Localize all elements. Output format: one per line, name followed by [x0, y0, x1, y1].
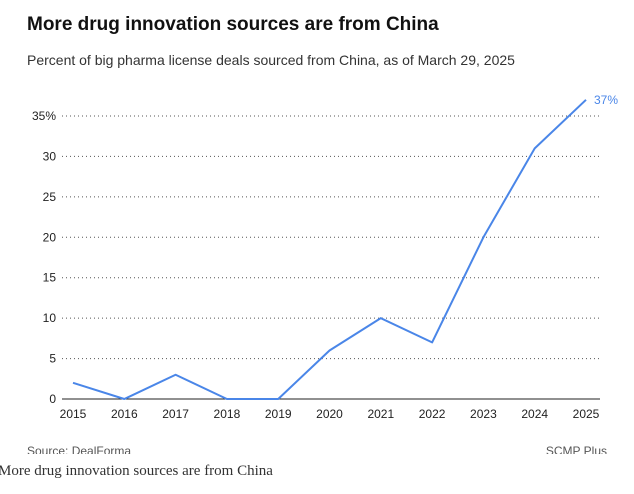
- x-tick-label: 2022: [419, 407, 446, 421]
- y-tick-label: 5: [49, 352, 56, 366]
- chart-subtitle: Percent of big pharma license deals sour…: [27, 52, 515, 68]
- x-tick-label: 2019: [265, 407, 292, 421]
- source-note: Source: DealForma: [27, 444, 132, 454]
- y-tick-label: 20: [43, 230, 57, 244]
- x-tick-label: 2025: [573, 407, 600, 421]
- y-tick-label: 10: [43, 311, 57, 325]
- x-tick-label: 2020: [316, 407, 343, 421]
- end-value-label: 37%: [594, 93, 618, 107]
- x-tick-label: 2017: [162, 407, 189, 421]
- data-line: [72, 99, 587, 400]
- y-tick-label: 15: [43, 271, 57, 285]
- y-tick-label: 35%: [32, 109, 56, 123]
- x-tick-label: 2015: [60, 407, 87, 421]
- x-tick-label: 2021: [367, 407, 394, 421]
- x-tick-label: 2023: [470, 407, 497, 421]
- x-tick-label: 2024: [521, 407, 548, 421]
- chart-title: More drug innovation sources are from Ch…: [27, 14, 439, 35]
- figure-caption: More drug innovation sources are from Ch…: [0, 463, 273, 479]
- y-tick-label: 30: [43, 149, 57, 163]
- credit-note: SCMP Plus: [545, 444, 607, 454]
- x-tick-label: 2016: [111, 407, 138, 421]
- y-tick-label: 0: [49, 392, 56, 406]
- y-tick-label: 25: [43, 190, 57, 204]
- x-tick-label: 2018: [214, 407, 241, 421]
